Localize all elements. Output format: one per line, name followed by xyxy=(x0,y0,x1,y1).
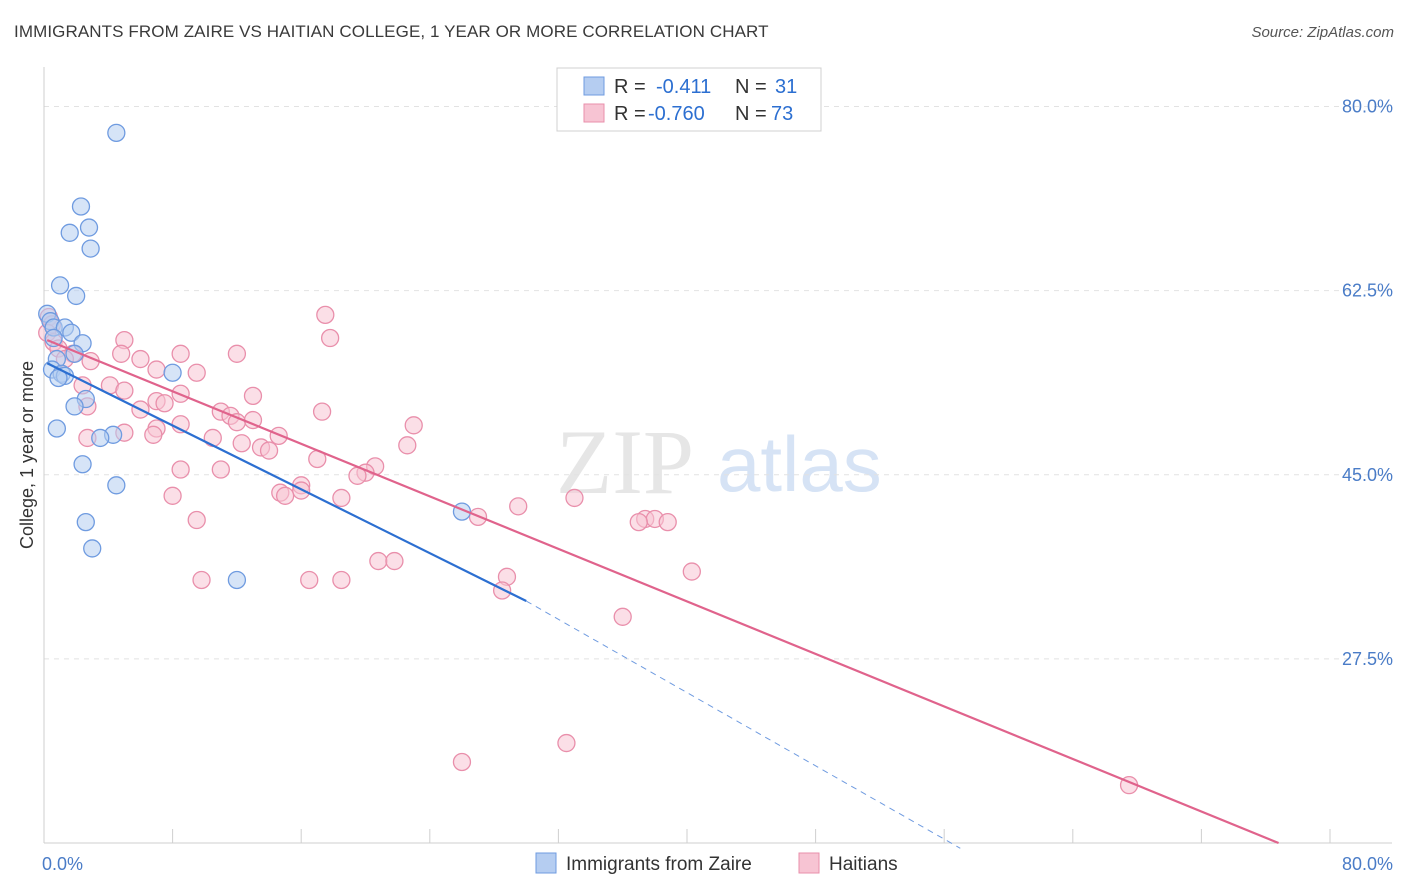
haitians-point-39 xyxy=(232,434,251,453)
haitians-point-35 xyxy=(144,425,163,444)
zaire-point-26 xyxy=(73,455,92,474)
haitians-point-66 xyxy=(300,570,319,590)
zaire-point-0 xyxy=(107,123,126,143)
zaire-point-30 xyxy=(83,539,102,558)
x-tick-label-max: 80.0% xyxy=(1342,854,1393,874)
haitians-point-41 xyxy=(259,441,279,460)
haitians-point-12 xyxy=(112,344,131,363)
haitians-point-53 xyxy=(163,486,182,505)
stats-box: R = -0.411 N = 31 R = -0.760 N = 73 xyxy=(556,67,822,132)
stats-n-value-2: 73 xyxy=(771,103,793,125)
zaire-point-19 xyxy=(163,363,182,382)
zaire-point-12 xyxy=(44,328,63,348)
haitians-point-69 xyxy=(682,562,701,581)
stats-r-value-1: -0.411 xyxy=(656,76,711,98)
haitians-point-8 xyxy=(320,328,340,348)
y-axis-title: College, 1 year or more xyxy=(17,361,37,549)
zaire-point-23 xyxy=(47,419,67,438)
haitians-point-55 xyxy=(565,488,584,508)
stats-swatch-pink xyxy=(583,103,605,123)
watermark-atlas: atlas xyxy=(717,420,882,508)
y-tick-label-3: 80.0% xyxy=(1342,97,1393,117)
x-tick-label-min: 0.0% xyxy=(42,854,83,874)
zaire-points xyxy=(38,123,472,590)
haitians-point-58 xyxy=(187,510,206,530)
watermark: ZIP atlas xyxy=(556,411,882,513)
haitians-point-71 xyxy=(613,607,632,626)
haitians-point-13 xyxy=(131,349,150,369)
zaire-point-22 xyxy=(65,397,84,416)
tick-labels: 27.5% 45.0% 62.5% 80.0% 0.0% 80.0% xyxy=(42,97,1393,874)
haitians-point-61 xyxy=(629,512,648,532)
haitians-point-62 xyxy=(658,512,677,532)
stats-n-label-1: N = xyxy=(735,76,767,98)
haitians-point-37 xyxy=(203,428,222,448)
haitians-point-67 xyxy=(332,570,351,590)
axes xyxy=(43,67,1392,844)
chart-title: IMMIGRANTS FROM ZAIRE VS HAITIAN COLLEGE… xyxy=(14,22,769,41)
legend-label-haitians: Haitians xyxy=(829,854,898,875)
y-tick-label-1: 45.0% xyxy=(1342,465,1393,485)
stats-r-label-1: R = xyxy=(614,76,646,98)
zaire-point-6 xyxy=(67,286,86,306)
stats-n-label-2: N = xyxy=(735,103,767,125)
haitians-points xyxy=(38,305,1139,795)
zaire-trend-extension xyxy=(526,600,961,849)
zaire-point-4 xyxy=(81,239,100,258)
source-credit: Source: ZipAtlas.com xyxy=(1251,24,1394,41)
haitians-point-10 xyxy=(171,344,190,363)
zaire-point-27 xyxy=(107,476,126,495)
zaire-point-31 xyxy=(227,570,247,590)
haitians-point-36 xyxy=(269,426,288,446)
stats-n-value-1: 31 xyxy=(775,76,797,98)
haitians-point-7 xyxy=(316,305,335,325)
haitians-point-46 xyxy=(211,460,230,479)
legend-swatch-zaire xyxy=(535,852,557,874)
haitians-point-11 xyxy=(227,344,247,363)
zaire-point-3 xyxy=(60,223,79,242)
zaire-point-1 xyxy=(71,197,91,216)
zaire-trend-line xyxy=(46,362,527,603)
haitians-point-32 xyxy=(404,416,423,435)
zaire-point-25 xyxy=(91,428,110,448)
trend-lines xyxy=(46,339,1279,849)
haitians-point-68 xyxy=(192,570,211,590)
haitians-point-54 xyxy=(332,488,351,508)
haitians-point-22 xyxy=(155,394,174,413)
legend-label-zaire: Immigrants from Zaire xyxy=(566,854,752,875)
haitians-point-64 xyxy=(385,551,404,571)
haitians-point-72 xyxy=(557,733,576,753)
haitians-point-70 xyxy=(492,581,512,600)
stats-r-label-2: R = xyxy=(614,103,646,125)
haitians-point-52 xyxy=(275,486,295,505)
stats-swatch-blue xyxy=(583,76,605,96)
zaire-point-29 xyxy=(76,512,95,532)
haitians-point-28 xyxy=(312,402,332,421)
haitians-point-15 xyxy=(147,360,166,379)
haitians-point-45 xyxy=(171,460,190,479)
haitians-point-23 xyxy=(243,386,263,406)
haitians-point-63 xyxy=(369,551,388,571)
haitians-point-42 xyxy=(398,436,417,455)
y-tick-label-0: 27.5% xyxy=(1342,649,1393,669)
zaire-point-5 xyxy=(50,276,70,295)
stats-r-value-2: -0.760 xyxy=(648,103,705,125)
zaire-point-2 xyxy=(79,218,99,237)
zaire-point-11 xyxy=(62,323,81,342)
gridlines xyxy=(44,106,1392,660)
haitians-point-73 xyxy=(452,752,472,772)
haitians-point-56 xyxy=(509,497,528,516)
haitians-point-50 xyxy=(292,481,311,500)
haitians-trend-line xyxy=(46,339,1279,845)
haitians-point-19 xyxy=(115,381,134,400)
haitians-point-16 xyxy=(187,363,206,382)
legend: Immigrants from Zaire Haitians xyxy=(535,852,898,875)
y-tick-label-2: 62.5% xyxy=(1342,281,1393,301)
legend-swatch-haitians xyxy=(798,852,820,874)
